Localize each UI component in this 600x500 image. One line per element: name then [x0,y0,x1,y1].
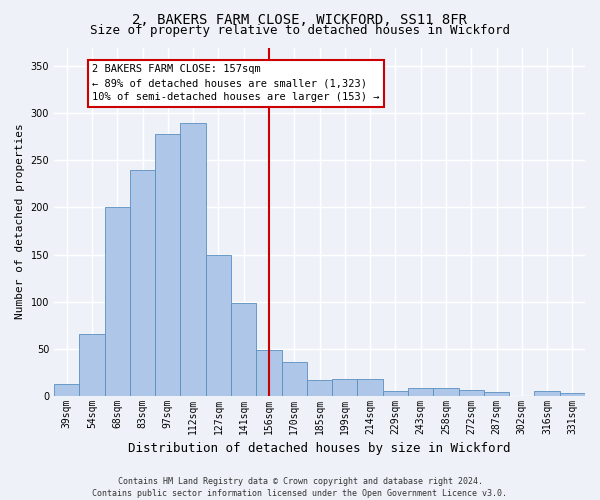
Bar [79,334,104,396]
Text: 2, BAKERS FARM CLOSE, WICKFORD, SS11 8FR: 2, BAKERS FARM CLOSE, WICKFORD, SS11 8FR [133,12,467,26]
Bar [560,393,585,396]
Bar [307,380,332,396]
Bar [408,388,433,396]
Bar [358,378,383,396]
X-axis label: Distribution of detached houses by size in Wickford: Distribution of detached houses by size … [128,442,511,455]
Bar [281,362,307,396]
Bar [433,388,458,396]
Text: Size of property relative to detached houses in Wickford: Size of property relative to detached ho… [90,24,510,37]
Bar [256,350,281,396]
Bar [206,254,231,396]
Bar [231,304,256,396]
Bar [155,134,181,396]
Bar [181,123,206,396]
Y-axis label: Number of detached properties: Number of detached properties [15,124,25,320]
Bar [130,170,155,396]
Bar [535,391,560,396]
Text: 2 BAKERS FARM CLOSE: 157sqm
← 89% of detached houses are smaller (1,323)
10% of : 2 BAKERS FARM CLOSE: 157sqm ← 89% of det… [92,64,379,102]
Bar [104,208,130,396]
Bar [332,378,358,396]
Bar [484,392,509,396]
Bar [458,390,484,396]
Bar [54,384,79,396]
Text: Contains HM Land Registry data © Crown copyright and database right 2024.
Contai: Contains HM Land Registry data © Crown c… [92,476,508,498]
Bar [383,391,408,396]
